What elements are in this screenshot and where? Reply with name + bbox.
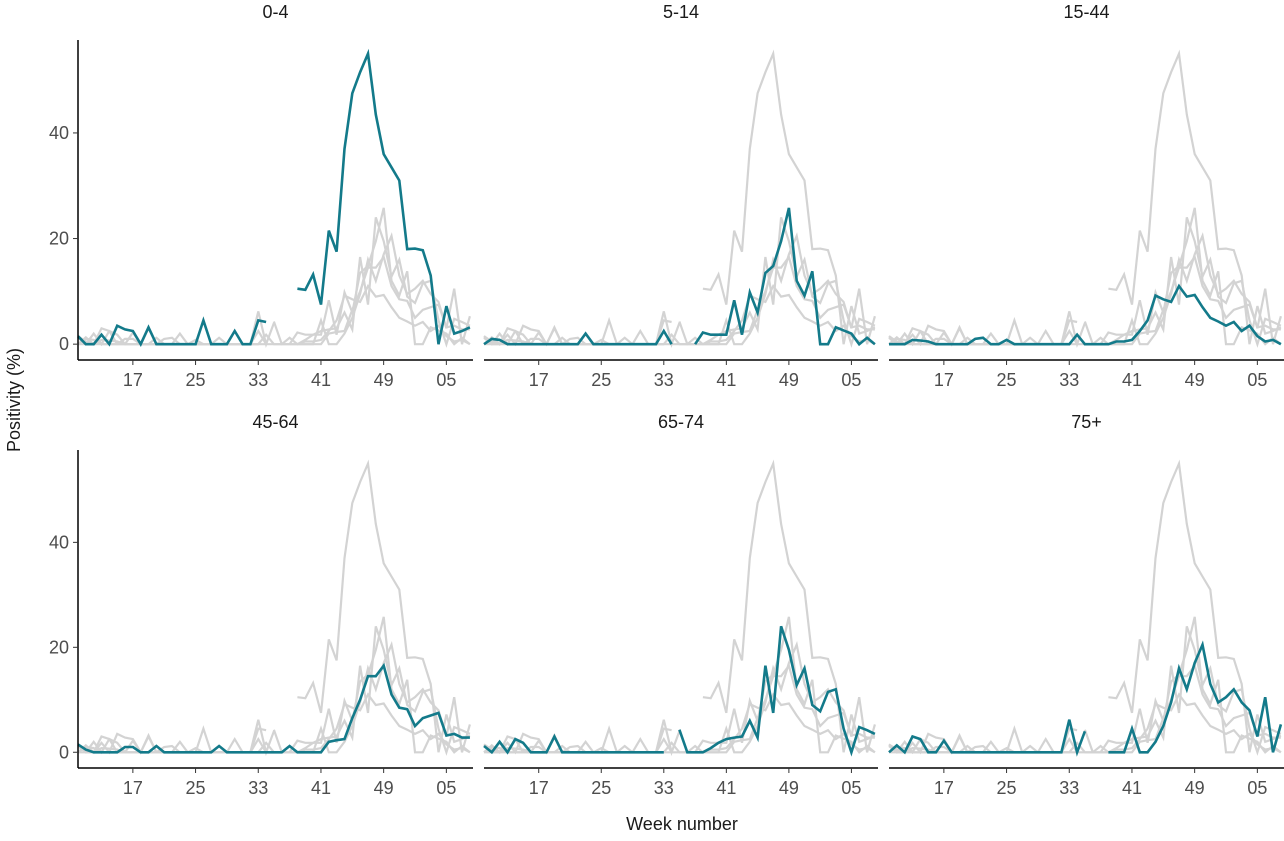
x-tick-label: 05 — [1247, 778, 1267, 798]
x-tick-label: 25 — [186, 778, 206, 798]
x-tick-label: 41 — [311, 370, 331, 390]
x-tick-label: 49 — [374, 370, 394, 390]
x-tick-label: 25 — [997, 778, 1017, 798]
highlight-line — [889, 283, 1282, 346]
panel-title: 0-4 — [262, 2, 288, 22]
panel-title: 15-44 — [1063, 2, 1109, 22]
x-tick-label: 41 — [716, 778, 736, 798]
x-tick-label: 17 — [529, 370, 549, 390]
x-tick-label: 25 — [591, 370, 611, 390]
x-tick-label: 05 — [436, 778, 456, 798]
x-tick-label: 25 — [591, 778, 611, 798]
x-tick-label: 33 — [654, 370, 674, 390]
x-tick-label: 25 — [186, 370, 206, 390]
highlight-line — [77, 48, 471, 347]
x-tick-label: 17 — [934, 370, 954, 390]
panel-title: 75+ — [1071, 412, 1102, 432]
x-tick-label: 25 — [997, 370, 1017, 390]
x-tick-label: 41 — [716, 370, 736, 390]
y-tick-label: 0 — [59, 334, 69, 354]
x-tick-label: 05 — [841, 778, 861, 798]
x-tick-label: 49 — [779, 778, 799, 798]
x-tick-label: 33 — [654, 778, 674, 798]
background-line — [483, 232, 876, 349]
x-tick-label: 33 — [248, 778, 268, 798]
x-tick-label: 41 — [1122, 778, 1142, 798]
y-tick-label: 20 — [49, 637, 69, 657]
x-tick-label: 33 — [1059, 778, 1079, 798]
panel-title: 65-74 — [658, 412, 704, 432]
x-tick-label: 05 — [841, 370, 861, 390]
x-tick-label: 33 — [1059, 370, 1079, 390]
background-line — [77, 232, 471, 349]
x-tick-label: 49 — [1185, 778, 1205, 798]
x-tick-label: 05 — [1247, 370, 1267, 390]
x-tick-label: 05 — [436, 370, 456, 390]
y-tick-label: 20 — [49, 229, 69, 249]
y-tick-label: 40 — [49, 532, 69, 552]
y-axis-label: Positivity (%) — [4, 348, 24, 452]
x-tick-label: 17 — [123, 778, 143, 798]
x-tick-label: 49 — [779, 370, 799, 390]
x-tick-label: 17 — [123, 370, 143, 390]
x-axis-label: Week number — [626, 814, 738, 834]
x-tick-label: 41 — [1122, 370, 1142, 390]
x-tick-label: 17 — [934, 778, 954, 798]
background-line — [888, 232, 1282, 349]
y-tick-label: 0 — [59, 742, 69, 762]
background-line — [77, 640, 471, 757]
background-line — [483, 640, 876, 757]
x-tick-label: 49 — [1185, 370, 1205, 390]
y-tick-label: 40 — [49, 123, 69, 143]
x-tick-label: 17 — [529, 778, 549, 798]
x-tick-label: 33 — [248, 370, 268, 390]
x-tick-label: 49 — [374, 778, 394, 798]
panel-title: 45-64 — [252, 412, 298, 432]
highlight-line — [888, 640, 1283, 757]
highlight-line — [483, 207, 876, 347]
panel-title: 5-14 — [663, 2, 699, 22]
highlight-line — [77, 662, 470, 754]
highlight-line — [483, 625, 876, 757]
x-tick-label: 41 — [311, 778, 331, 798]
